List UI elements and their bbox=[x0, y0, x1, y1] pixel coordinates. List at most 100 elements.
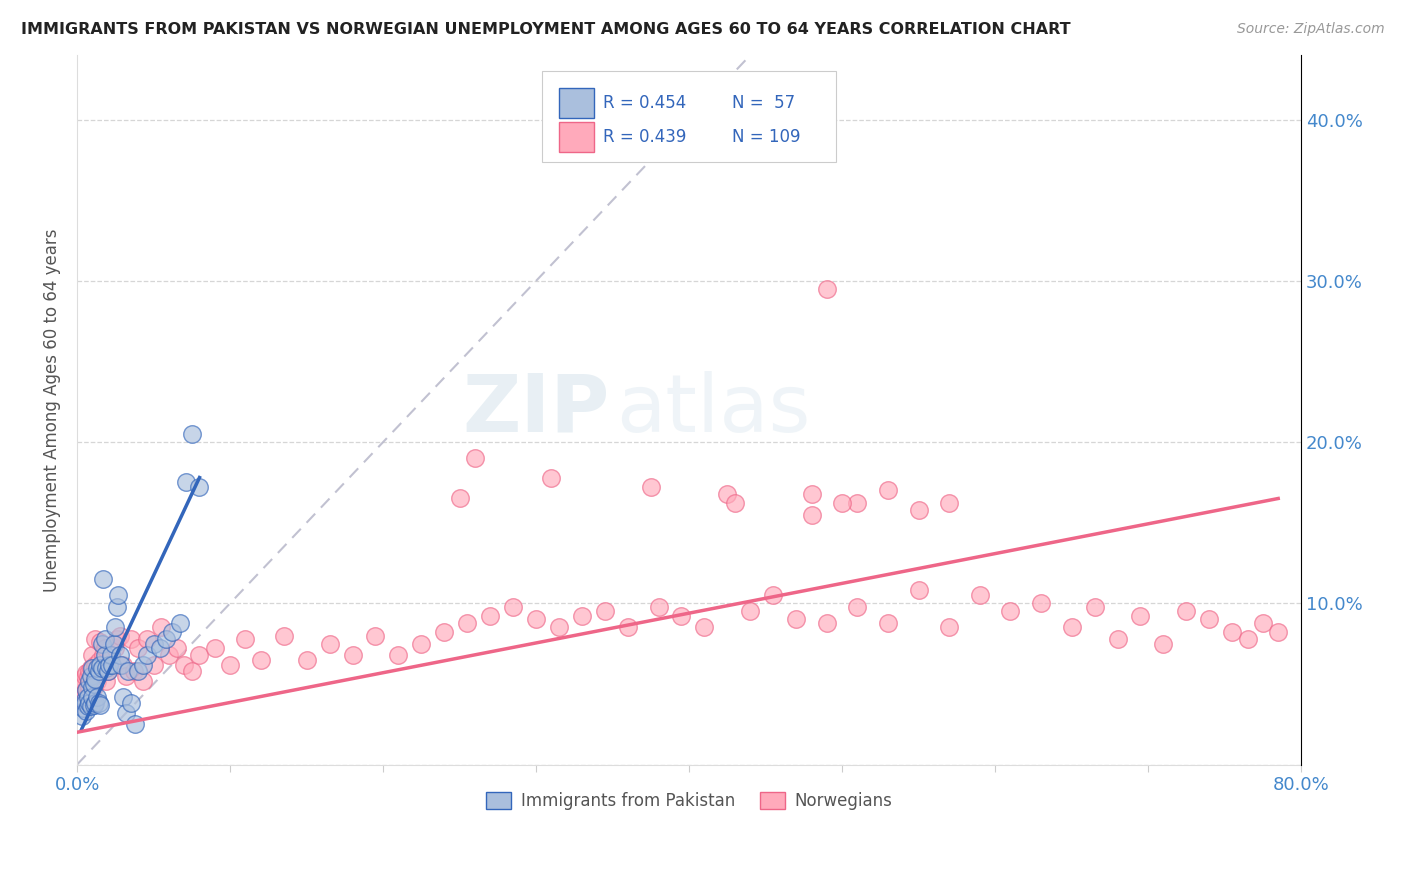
Point bbox=[593, 604, 616, 618]
Point bbox=[724, 496, 747, 510]
Point bbox=[72, 673, 94, 688]
Point bbox=[91, 572, 114, 586]
Point bbox=[740, 604, 762, 618]
Point bbox=[69, 693, 91, 707]
Point bbox=[877, 615, 900, 630]
FancyBboxPatch shape bbox=[560, 87, 593, 118]
Point bbox=[160, 625, 183, 640]
Point bbox=[73, 693, 96, 707]
Point bbox=[80, 661, 103, 675]
Point bbox=[111, 690, 134, 704]
Point bbox=[1220, 625, 1243, 640]
Point bbox=[1107, 632, 1129, 646]
Point bbox=[433, 625, 456, 640]
Text: R = 0.439: R = 0.439 bbox=[603, 128, 686, 145]
Point bbox=[124, 717, 146, 731]
Point bbox=[79, 696, 101, 710]
Point bbox=[75, 683, 97, 698]
Point bbox=[96, 673, 118, 688]
Point bbox=[693, 620, 716, 634]
Point bbox=[1152, 637, 1174, 651]
Point bbox=[800, 486, 823, 500]
Point bbox=[103, 637, 125, 651]
Point bbox=[169, 615, 191, 630]
Text: atlas: atlas bbox=[616, 371, 810, 449]
Point bbox=[877, 483, 900, 498]
Point bbox=[273, 628, 295, 642]
Point bbox=[122, 664, 145, 678]
Point bbox=[180, 427, 202, 442]
Point bbox=[97, 664, 120, 678]
Point bbox=[136, 632, 159, 646]
Point bbox=[785, 612, 807, 626]
Point bbox=[87, 696, 110, 710]
Text: N =  57: N = 57 bbox=[733, 94, 794, 112]
Point bbox=[100, 648, 122, 662]
Point bbox=[342, 648, 364, 662]
Point bbox=[1175, 604, 1198, 618]
Point bbox=[76, 699, 98, 714]
Point bbox=[938, 496, 960, 510]
Point bbox=[84, 632, 107, 646]
Point bbox=[571, 609, 593, 624]
Point bbox=[716, 486, 738, 500]
Point bbox=[70, 680, 93, 694]
Point bbox=[110, 657, 132, 672]
Point bbox=[73, 669, 96, 683]
Point bbox=[104, 641, 127, 656]
Point bbox=[104, 620, 127, 634]
Point bbox=[449, 491, 471, 506]
Point bbox=[76, 687, 98, 701]
Point bbox=[1267, 625, 1289, 640]
Point bbox=[93, 632, 115, 646]
Point bbox=[72, 690, 94, 704]
Point bbox=[75, 665, 97, 680]
Point bbox=[174, 475, 197, 490]
Point bbox=[72, 701, 94, 715]
Point bbox=[111, 657, 134, 672]
Point bbox=[479, 609, 502, 624]
Point bbox=[1236, 632, 1258, 646]
Point bbox=[132, 657, 155, 672]
Point bbox=[100, 648, 122, 662]
FancyBboxPatch shape bbox=[560, 122, 593, 152]
Point bbox=[87, 654, 110, 668]
Point bbox=[464, 451, 486, 466]
Point bbox=[89, 664, 111, 678]
Point bbox=[907, 583, 929, 598]
Point bbox=[93, 641, 115, 656]
Point bbox=[80, 699, 103, 714]
Point bbox=[540, 470, 562, 484]
Point bbox=[91, 648, 114, 662]
Point bbox=[83, 677, 105, 691]
Point bbox=[107, 588, 129, 602]
Point bbox=[502, 599, 524, 614]
Point bbox=[87, 664, 110, 678]
Point bbox=[96, 661, 118, 675]
Point bbox=[89, 698, 111, 712]
Point bbox=[86, 690, 108, 704]
Point bbox=[82, 690, 104, 704]
Point bbox=[188, 648, 211, 662]
Text: N = 109: N = 109 bbox=[733, 128, 800, 145]
Point bbox=[108, 648, 131, 662]
Point bbox=[1029, 596, 1052, 610]
Point bbox=[709, 112, 731, 127]
Point bbox=[166, 641, 188, 656]
Point bbox=[76, 690, 98, 704]
Point bbox=[671, 609, 693, 624]
Point bbox=[219, 657, 242, 672]
Point bbox=[524, 612, 547, 626]
Point bbox=[82, 680, 104, 694]
FancyBboxPatch shape bbox=[543, 70, 837, 161]
Point bbox=[180, 664, 202, 678]
Point bbox=[411, 637, 433, 651]
Point bbox=[115, 669, 138, 683]
Point bbox=[73, 696, 96, 710]
Point bbox=[83, 680, 105, 694]
Point bbox=[1084, 599, 1107, 614]
Point bbox=[548, 620, 571, 634]
Point bbox=[84, 696, 107, 710]
Point bbox=[89, 635, 111, 649]
Point bbox=[84, 672, 107, 686]
